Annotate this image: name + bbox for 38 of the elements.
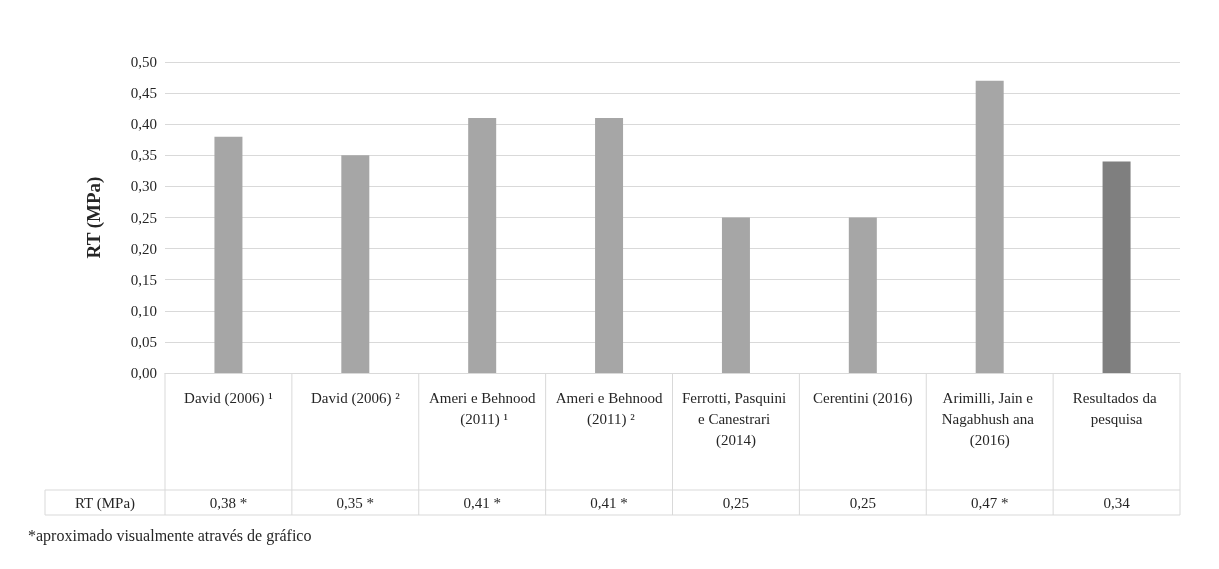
y-tick-label: 0,00 xyxy=(130,365,157,381)
y-tick-label: 0,40 xyxy=(130,116,157,133)
x-tick-label: Cerentini (2016) xyxy=(813,389,913,407)
bar xyxy=(214,136,243,373)
data-label: 0,41 * xyxy=(463,494,501,511)
bar xyxy=(468,117,497,373)
y-axis-title: RT (MPa) xyxy=(83,176,105,259)
x-tick-label: Ameri e Behnood (2011) ¹ xyxy=(428,389,537,428)
y-tick-label: 0,35 xyxy=(130,147,157,164)
data-label: 0,35 * xyxy=(336,494,375,511)
y-tick-label: 0,30 xyxy=(130,178,157,195)
bar xyxy=(1102,161,1131,373)
bar xyxy=(848,217,877,373)
text: *aproximado visualmente através de gráfico xyxy=(28,526,312,545)
data-label: 0,25 xyxy=(722,494,750,511)
y-tick-label: 0,10 xyxy=(130,302,157,319)
x-tick-label: Ferrotti, Pasquini e Canestrari (2014) xyxy=(681,389,790,449)
y-tick-label: 0,20 xyxy=(130,240,157,257)
y-tick-label: 0,25 xyxy=(130,209,157,226)
text: RT (MPa) xyxy=(74,494,136,511)
data-label: 0,25 xyxy=(849,494,876,511)
data-label: 0,47 * xyxy=(970,494,1009,511)
x-tick-label: Arimilli, Jain e Nagabhush ana (2016) xyxy=(941,389,1038,449)
x-tick-label: David (2006) ² xyxy=(310,389,401,407)
y-tick-label: 0,15 xyxy=(130,271,157,288)
data-label: 0,41 * xyxy=(590,494,628,511)
y-tick-label: 0,50 xyxy=(130,54,157,70)
y-tick-label: 0,45 xyxy=(130,85,157,102)
x-tick-label: Ameri e Behnood (2011) ² xyxy=(555,389,663,428)
bar xyxy=(721,217,750,373)
x-tick-label: David (2006) ¹ xyxy=(184,389,273,407)
y-tick-label: 0,05 xyxy=(130,333,157,350)
data-label: 0,38 * xyxy=(209,494,248,511)
bar xyxy=(975,80,1004,373)
data-label: 0,34 xyxy=(1103,494,1131,511)
bar xyxy=(595,117,624,373)
x-tick-label: Resultados da pesquisa xyxy=(1072,389,1161,427)
bar xyxy=(341,155,370,373)
